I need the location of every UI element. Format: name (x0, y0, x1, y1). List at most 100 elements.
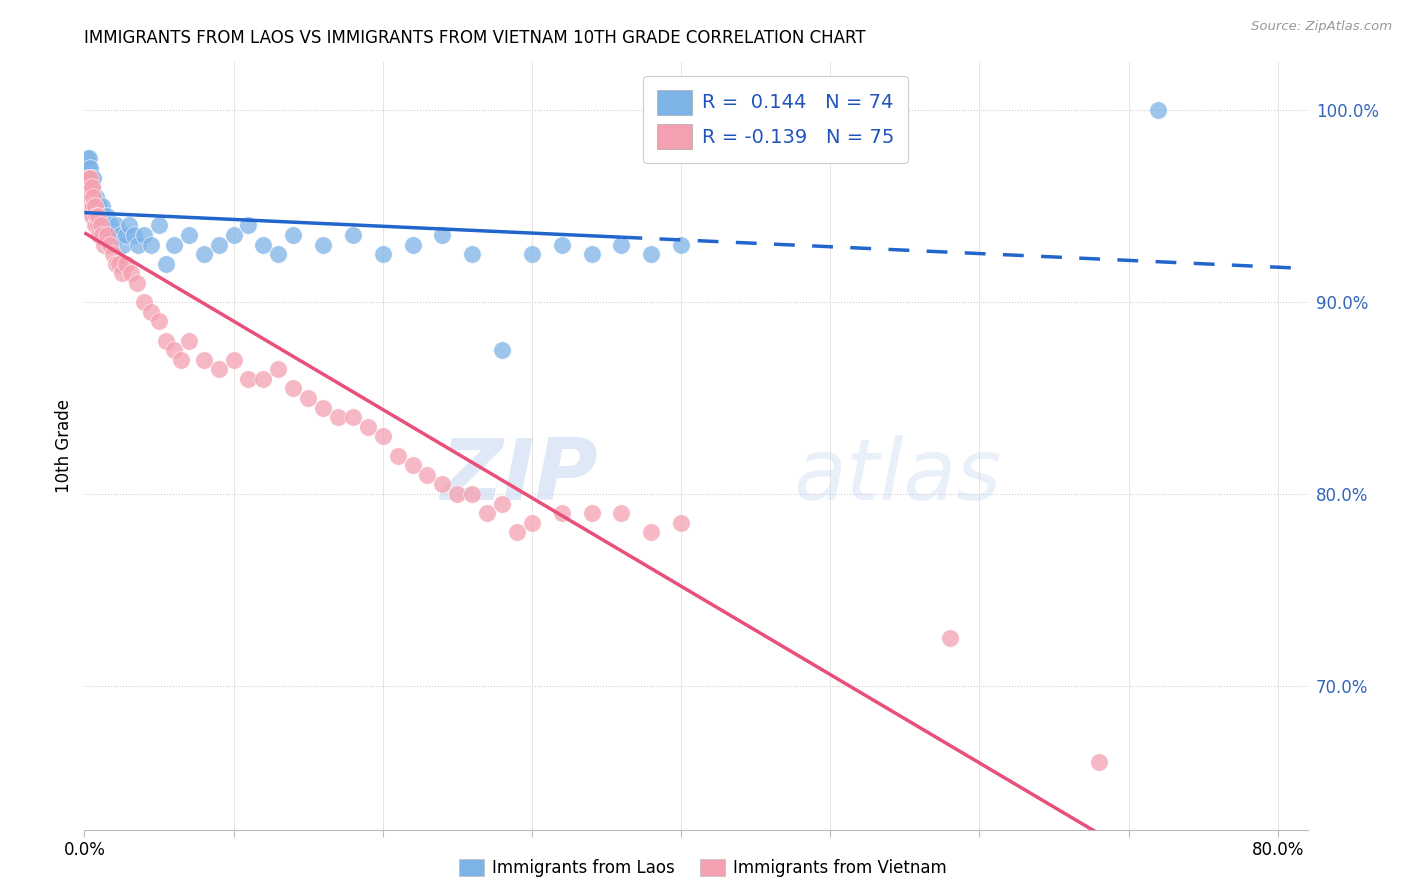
Point (79, 189, 101, 203)
Point (77, 180, 100, 194)
Point (342, 227, 364, 242)
Point (283, 227, 305, 242)
Point (155, 334, 177, 348)
Point (89, 219, 111, 233)
Point (252, 372, 274, 386)
Point (207, 237, 229, 252)
Point (76, 189, 98, 203)
Point (80, 189, 103, 203)
Point (491, 343, 513, 357)
Point (77, 170, 100, 185)
Point (77, 170, 100, 185)
Point (79, 161, 101, 175)
Point (89, 227, 111, 242)
Point (461, 247, 484, 261)
Point (82, 189, 104, 203)
Point (141, 237, 163, 252)
Point (76, 151, 98, 165)
Text: Source: ZipAtlas.com: Source: ZipAtlas.com (1251, 20, 1392, 33)
Point (104, 257, 127, 271)
Point (79, 199, 101, 213)
Point (76, 180, 98, 194)
Point (640, 525, 662, 540)
Point (83, 199, 105, 213)
Legend: R =  0.144   N = 74, R = -0.139   N = 75: R = 0.144 N = 74, R = -0.139 N = 75 (644, 76, 908, 163)
Point (87, 219, 110, 233)
Point (87, 219, 110, 233)
Point (77, 199, 100, 213)
Point (207, 362, 229, 376)
Point (80, 199, 103, 213)
Point (312, 237, 335, 252)
Point (193, 352, 215, 367)
Point (82, 189, 104, 203)
Point (87, 199, 110, 213)
Point (387, 449, 409, 463)
Point (89, 199, 111, 213)
Point (163, 237, 186, 252)
Point (101, 247, 124, 261)
Point (141, 304, 163, 318)
Point (551, 506, 574, 520)
Point (82, 209, 104, 223)
Legend: Immigrants from Laos, Immigrants from Vietnam: Immigrants from Laos, Immigrants from Vi… (453, 852, 953, 884)
Point (520, 516, 543, 530)
Point (581, 247, 603, 261)
Point (98, 219, 121, 233)
Point (93, 237, 115, 252)
Text: atlas: atlas (794, 435, 1002, 518)
Point (432, 227, 454, 242)
Point (267, 362, 290, 376)
Point (122, 227, 145, 242)
Point (84, 219, 107, 233)
Point (79, 189, 101, 203)
Point (108, 227, 131, 242)
Point (170, 352, 193, 367)
Point (82, 170, 104, 185)
Point (148, 314, 170, 328)
Point (75, 161, 97, 175)
Point (506, 525, 529, 540)
Point (416, 467, 439, 482)
Point (312, 401, 335, 415)
Point (80, 180, 103, 194)
Point (342, 410, 364, 425)
Point (104, 219, 127, 233)
Point (77, 151, 100, 165)
Point (475, 506, 498, 520)
Point (80, 199, 103, 213)
Y-axis label: 10th Grade: 10th Grade (55, 399, 73, 493)
Point (101, 227, 124, 242)
Point (112, 237, 135, 252)
Point (118, 219, 141, 233)
Point (80, 180, 103, 194)
Point (120, 266, 142, 280)
Point (77, 161, 100, 175)
Point (1147, 103, 1170, 118)
Point (551, 237, 574, 252)
Point (252, 237, 274, 252)
Point (111, 266, 134, 280)
Point (401, 458, 423, 472)
Point (115, 227, 138, 242)
Point (610, 237, 633, 252)
Point (83, 219, 105, 233)
Point (94, 219, 117, 233)
Point (401, 237, 423, 252)
Point (177, 227, 200, 242)
Point (77, 189, 100, 203)
Point (76, 170, 98, 185)
Point (82, 199, 104, 213)
Point (610, 506, 633, 520)
Point (84, 209, 107, 223)
Point (222, 352, 245, 367)
Point (83, 219, 105, 233)
Point (98, 237, 121, 252)
Point (371, 247, 394, 261)
Point (283, 381, 305, 395)
Point (163, 343, 186, 357)
Point (90, 209, 112, 223)
Point (669, 516, 692, 530)
Point (938, 631, 960, 645)
Point (76, 161, 98, 175)
